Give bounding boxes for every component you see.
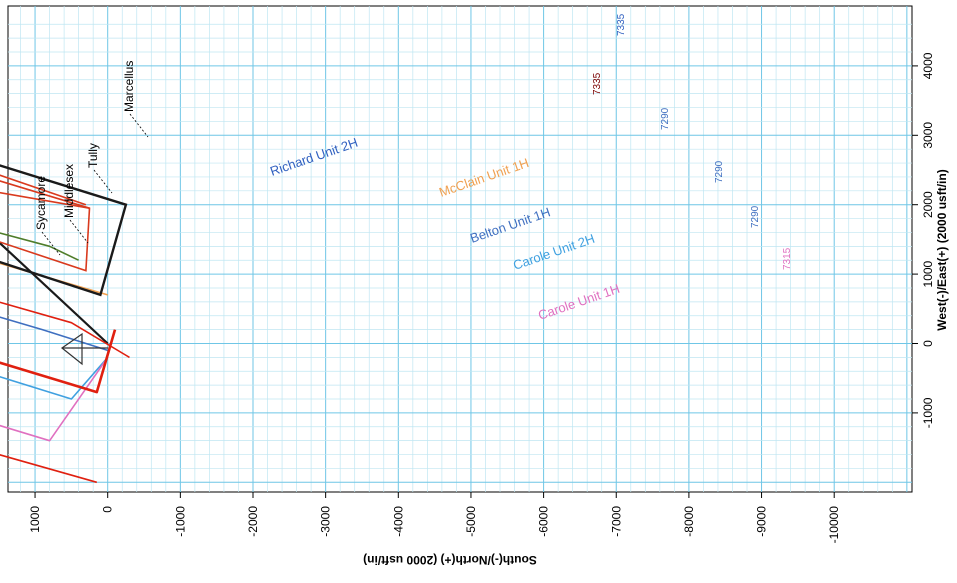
formation-leader bbox=[41, 231, 61, 256]
depth-label: 7335 bbox=[616, 13, 627, 36]
x-tick-label: 1000 bbox=[28, 506, 42, 533]
x-tick-labels: 1000 0 -1000 -2000 -3000 -4000 -5000 -6000 -7000… bbox=[28, 492, 841, 543]
x-tick-label: -4000 bbox=[391, 506, 405, 537]
y-axis-label: West(-)/East(+) (2000 usft/in) bbox=[935, 169, 949, 330]
x-tick-label: -10000 bbox=[827, 506, 841, 544]
depth-label: 7290 bbox=[750, 205, 761, 228]
x-tick-label: -1000 bbox=[173, 506, 187, 537]
series-line-5 bbox=[0, 356, 109, 442]
y-tick-label: 4000 bbox=[921, 52, 935, 79]
unit-boundary bbox=[0, 164, 128, 297]
series-line-3 bbox=[0, 316, 108, 352]
depth-label: 7315 bbox=[782, 247, 793, 270]
y-tick-label: 0 bbox=[921, 340, 935, 347]
formation-leader bbox=[69, 219, 89, 244]
series-line-6 bbox=[0, 232, 79, 261]
grid bbox=[7, 5, 913, 493]
x-tick-label: -3000 bbox=[319, 506, 333, 537]
y-tick-label: 1000 bbox=[921, 260, 935, 287]
depth-label: 7335 bbox=[592, 72, 603, 95]
pad-marker bbox=[60, 332, 83, 366]
series-line-1 bbox=[0, 241, 109, 345]
x-axis-label: South(-)/North(+) (2000 usft/in) bbox=[363, 553, 537, 567]
formation-leader bbox=[129, 113, 149, 138]
x-tick-label: -5000 bbox=[464, 506, 478, 537]
x-tick-label: -2000 bbox=[246, 506, 260, 537]
y-tick-label: 2000 bbox=[921, 191, 935, 218]
depth-label: 7290 bbox=[660, 107, 671, 130]
x-tick-label: -6000 bbox=[537, 506, 551, 537]
x-tick-label: -9000 bbox=[755, 506, 769, 537]
formation-leader bbox=[93, 169, 113, 194]
depth-label: 7290 bbox=[714, 160, 725, 183]
formation-label: Sycamore bbox=[34, 176, 48, 230]
x-tick-label: -7000 bbox=[609, 506, 623, 537]
series-line-7 bbox=[0, 329, 117, 394]
x-tick-label: -8000 bbox=[682, 506, 696, 537]
series-layer bbox=[0, 164, 130, 484]
y-tick-label: 3000 bbox=[921, 122, 935, 149]
formation-label: Marcellus bbox=[122, 61, 136, 112]
y-tick-labels: 4000 3000 2000 1000 0 -1000 bbox=[912, 52, 935, 428]
series-line-4 bbox=[0, 356, 109, 400]
formation-label: Tully bbox=[86, 143, 100, 168]
formation-label: Middlesex bbox=[62, 164, 76, 218]
x-tick-label: 0 bbox=[101, 506, 115, 513]
y-tick-label: -1000 bbox=[921, 397, 935, 428]
lease-boundary bbox=[0, 180, 91, 272]
